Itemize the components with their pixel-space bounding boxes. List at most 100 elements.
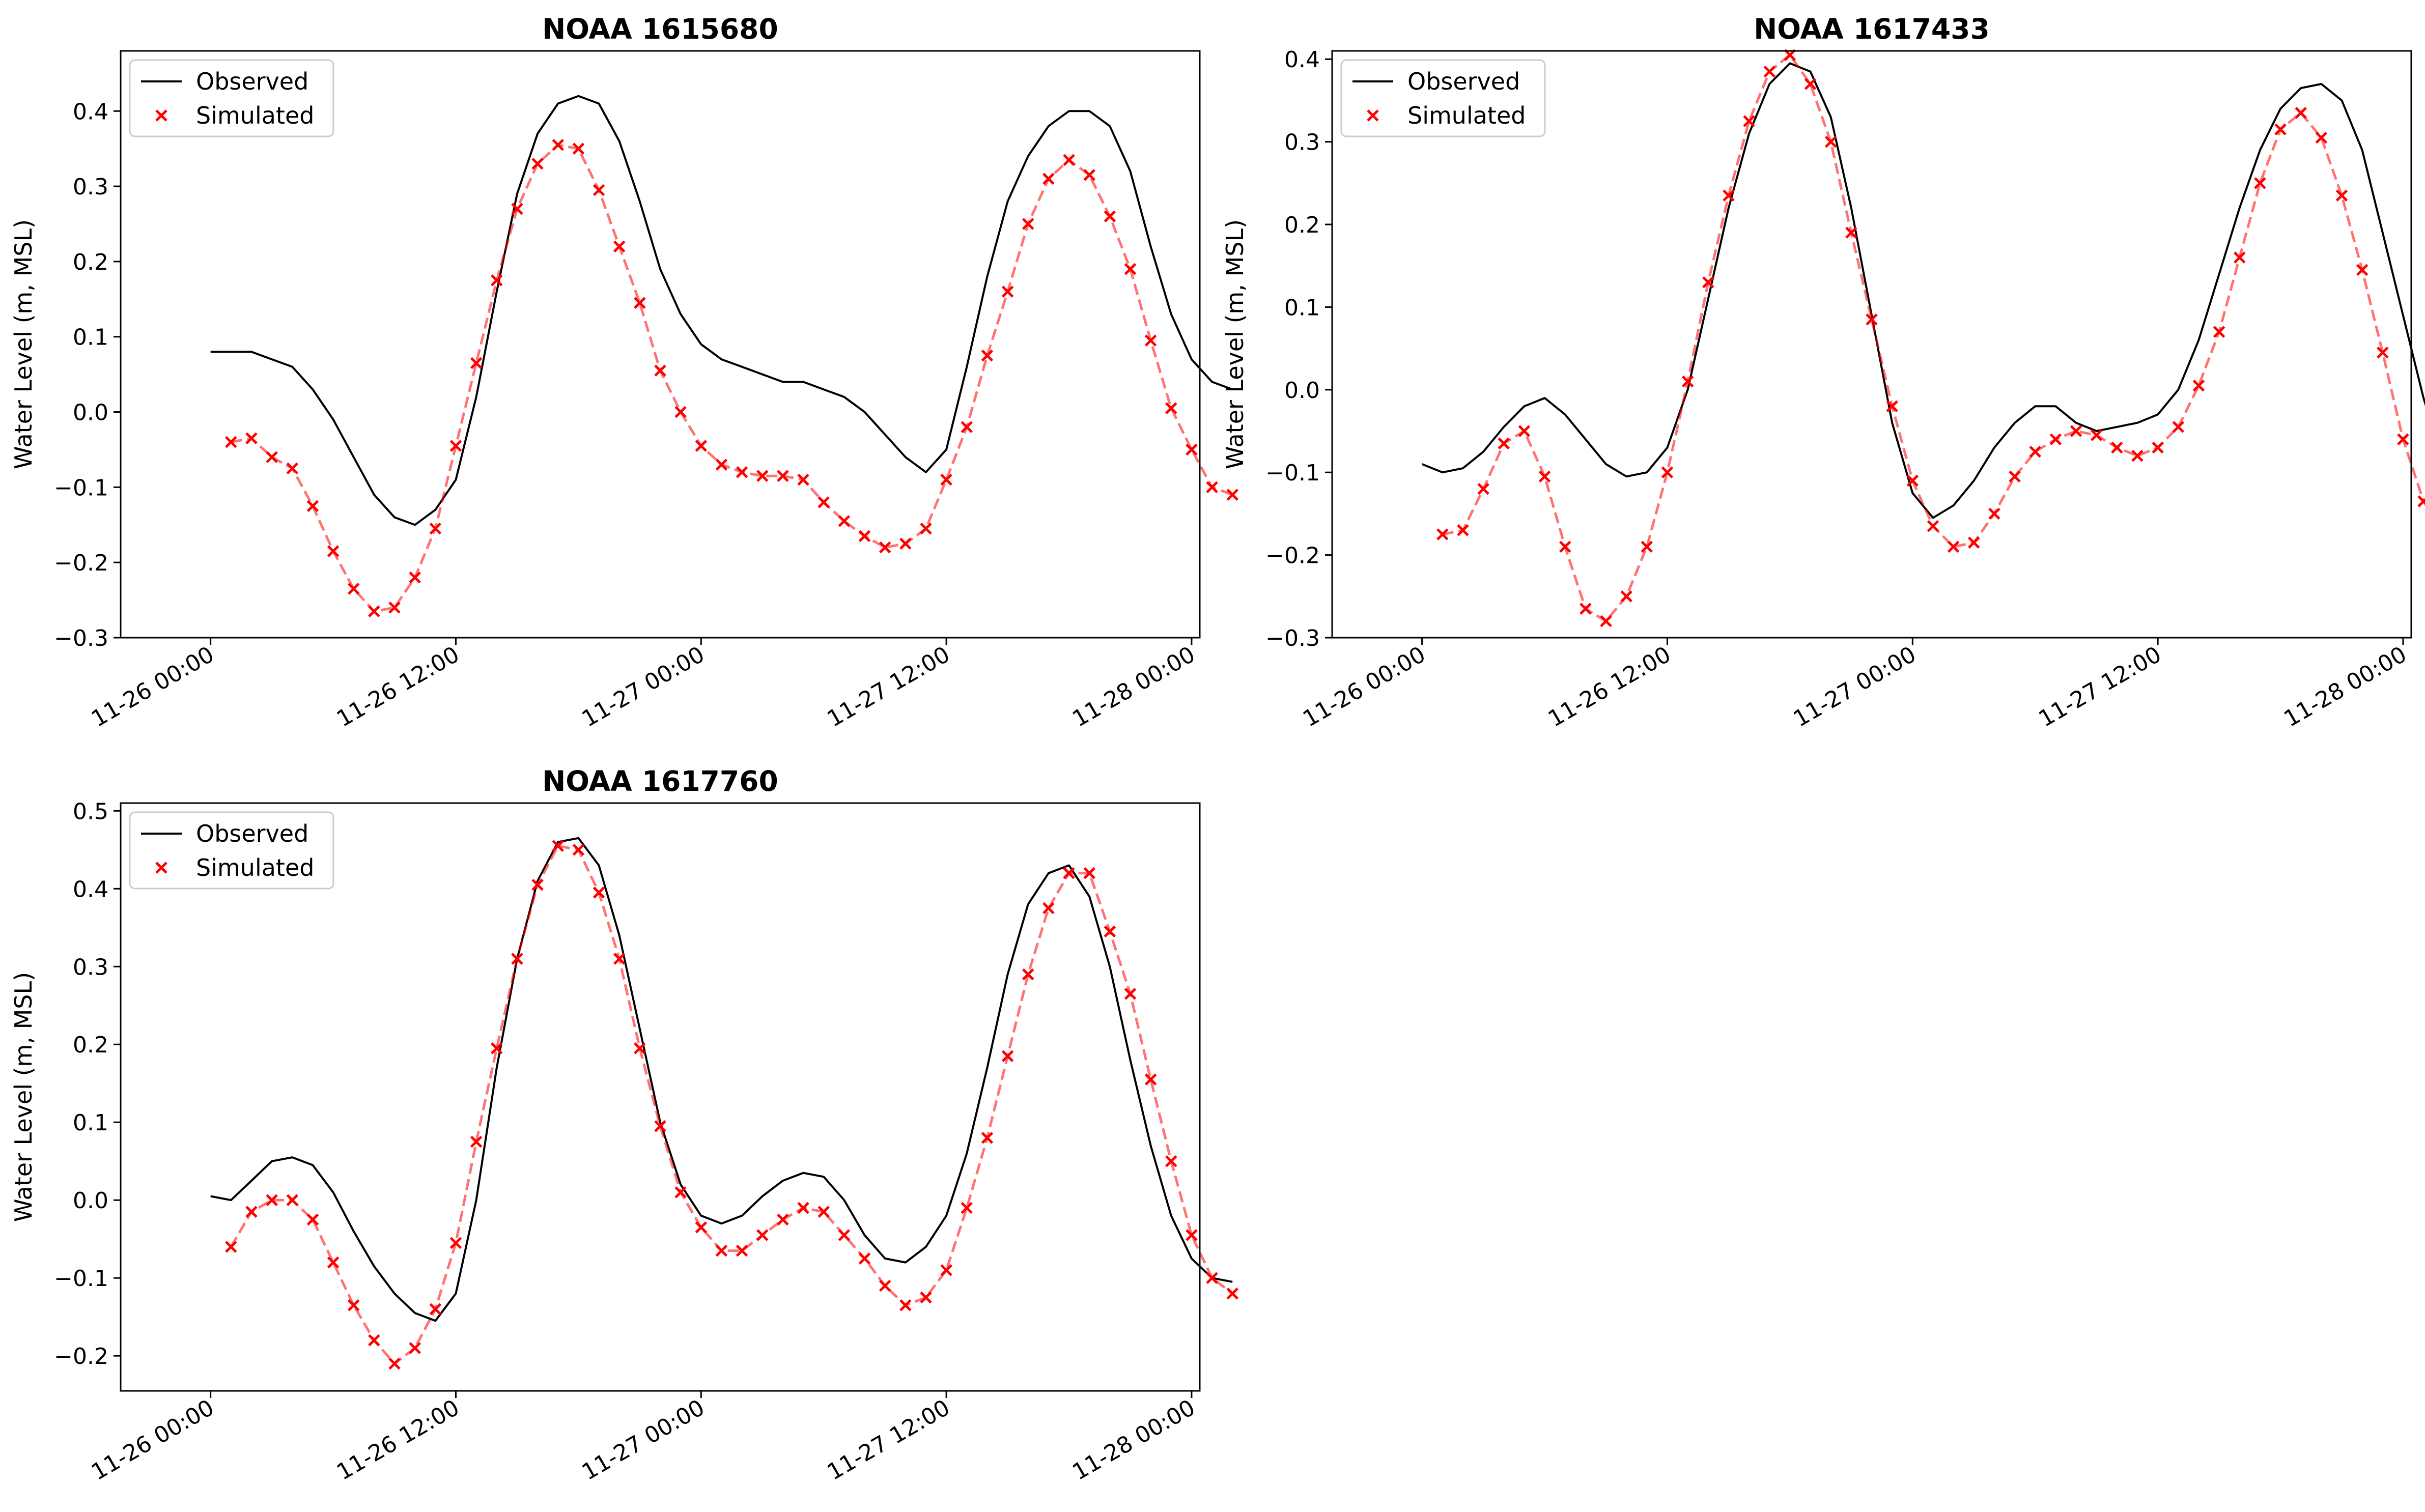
y-tick-label: 0.0 [1284,378,1320,404]
simulated-point [449,440,462,452]
chart-panel-2: NOAA 1617433 Water Level (m, MSL) −0.3 −0.2… [1221,13,2425,732]
simulated-point [2233,251,2246,264]
simulated-point [327,545,340,557]
simulated-point [1083,169,1095,181]
y-tick-label: 0.3 [73,174,108,200]
simulated-point [1498,437,1510,450]
simulated-point [838,515,851,527]
x-tick-label: 11-27 00:00 [578,1394,709,1485]
simulated-point [572,844,585,856]
simulated-point [2417,495,2425,507]
simulated-point [736,1244,748,1257]
simulated-point [368,605,380,618]
y-axis-label: Water Level (m, MSL) [10,972,37,1222]
y-tick-label: 0.2 [73,249,108,275]
simulated-point [1600,615,1612,627]
simulated-point [879,541,891,554]
legend-observed-label: Observed [196,68,308,95]
simulated-point [2315,131,2328,144]
simulated-point [409,1342,421,1354]
simulated-point [920,522,932,535]
simulated-point [1001,286,1014,298]
simulated-point [1559,540,1571,553]
simulated-point [511,203,523,215]
simulated-point [777,1213,789,1226]
x-tick-label: 11-27 00:00 [578,641,709,732]
simulated-point [1927,520,1939,532]
simulated-series-line [231,144,1233,613]
simulated-point [2356,264,2368,276]
chart-panel-1: NOAA 1615680 Water Level (m, MSL) −0.3 −0.2… [10,13,1239,732]
simulated-point [1436,528,1449,540]
legend-simulated-marker [155,862,167,874]
legend-observed-label: Observed [1407,68,1520,95]
legend: Observed Simulated [129,59,334,137]
legend-box [129,811,334,890]
simulated-point [1063,154,1075,166]
y-tick-label: 0.1 [73,1110,108,1136]
simulated-point [1988,507,2000,520]
simulated-point [2295,107,2307,119]
simulated-point [593,184,605,196]
simulated-point [368,1334,380,1347]
simulated-point [1518,425,1531,437]
simulated-point [899,1299,912,1311]
y-tick-label: −0.2 [54,1344,108,1370]
simulated-point [1723,189,1735,202]
simulated-point [347,1299,360,1311]
legend-simulated-label: Simulated [196,854,314,881]
y-tick-label: 0.4 [73,876,108,902]
simulated-point [409,571,421,584]
simulated-point [1022,968,1034,981]
y-axis-label: Water Level (m, MSL) [10,219,37,469]
simulated-point [1226,489,1239,501]
simulated-point [797,473,809,486]
simulated-point [817,496,830,508]
simulated-point [1477,482,1489,495]
simulated-point [2192,379,2205,392]
simulated-point [654,1120,666,1132]
simulated-point [2172,421,2185,433]
legend-box [129,59,334,137]
simulated-point [2029,445,2041,458]
simulated-point [715,459,728,471]
y-tick-label: 0.4 [1284,47,1320,73]
simulated-point [613,953,626,965]
simulated-point [1763,65,1776,78]
simulated-point [634,1042,646,1054]
x-tick-label: 11-27 12:00 [823,1394,954,1485]
simulated-point [1206,481,1218,494]
simulated-point [429,1303,442,1316]
y-tick-label: 0.3 [73,954,108,980]
simulated-point [1144,334,1157,347]
simulated-point [1063,867,1075,879]
simulated-point [756,470,769,482]
simulated-point [245,1206,258,1218]
simulated-point [2009,470,2021,483]
simulated-point [491,1042,503,1054]
simulated-point [2397,433,2409,446]
simulated-point [981,349,994,362]
simulated-point [858,1252,871,1265]
simulated-point [613,240,626,253]
simulated-point [2377,346,2389,359]
simulated-point [654,364,666,377]
simulated-point [981,1132,994,1144]
legend: Observed Simulated [1340,59,1546,137]
simulated-point [1042,173,1055,185]
x-tick-label: 11-26 12:00 [332,641,464,732]
simulated-point [1681,375,1694,388]
simulated-point [1124,263,1137,275]
simulated-point [961,421,973,433]
simulated-point [695,1221,708,1234]
y-tick-label: 0.4 [73,99,108,125]
legend-simulated-label: Simulated [1407,102,1526,129]
simulated-point [1001,1050,1014,1062]
simulated-point [1206,1272,1218,1284]
simulated-point [1886,400,1898,413]
plot-frame [1331,50,2412,639]
simulated-point [1743,115,1755,127]
chart-title: NOAA 1617760 [542,765,778,797]
simulated-point [1804,78,1817,90]
x-tick-label: 11-27 12:00 [823,641,954,732]
